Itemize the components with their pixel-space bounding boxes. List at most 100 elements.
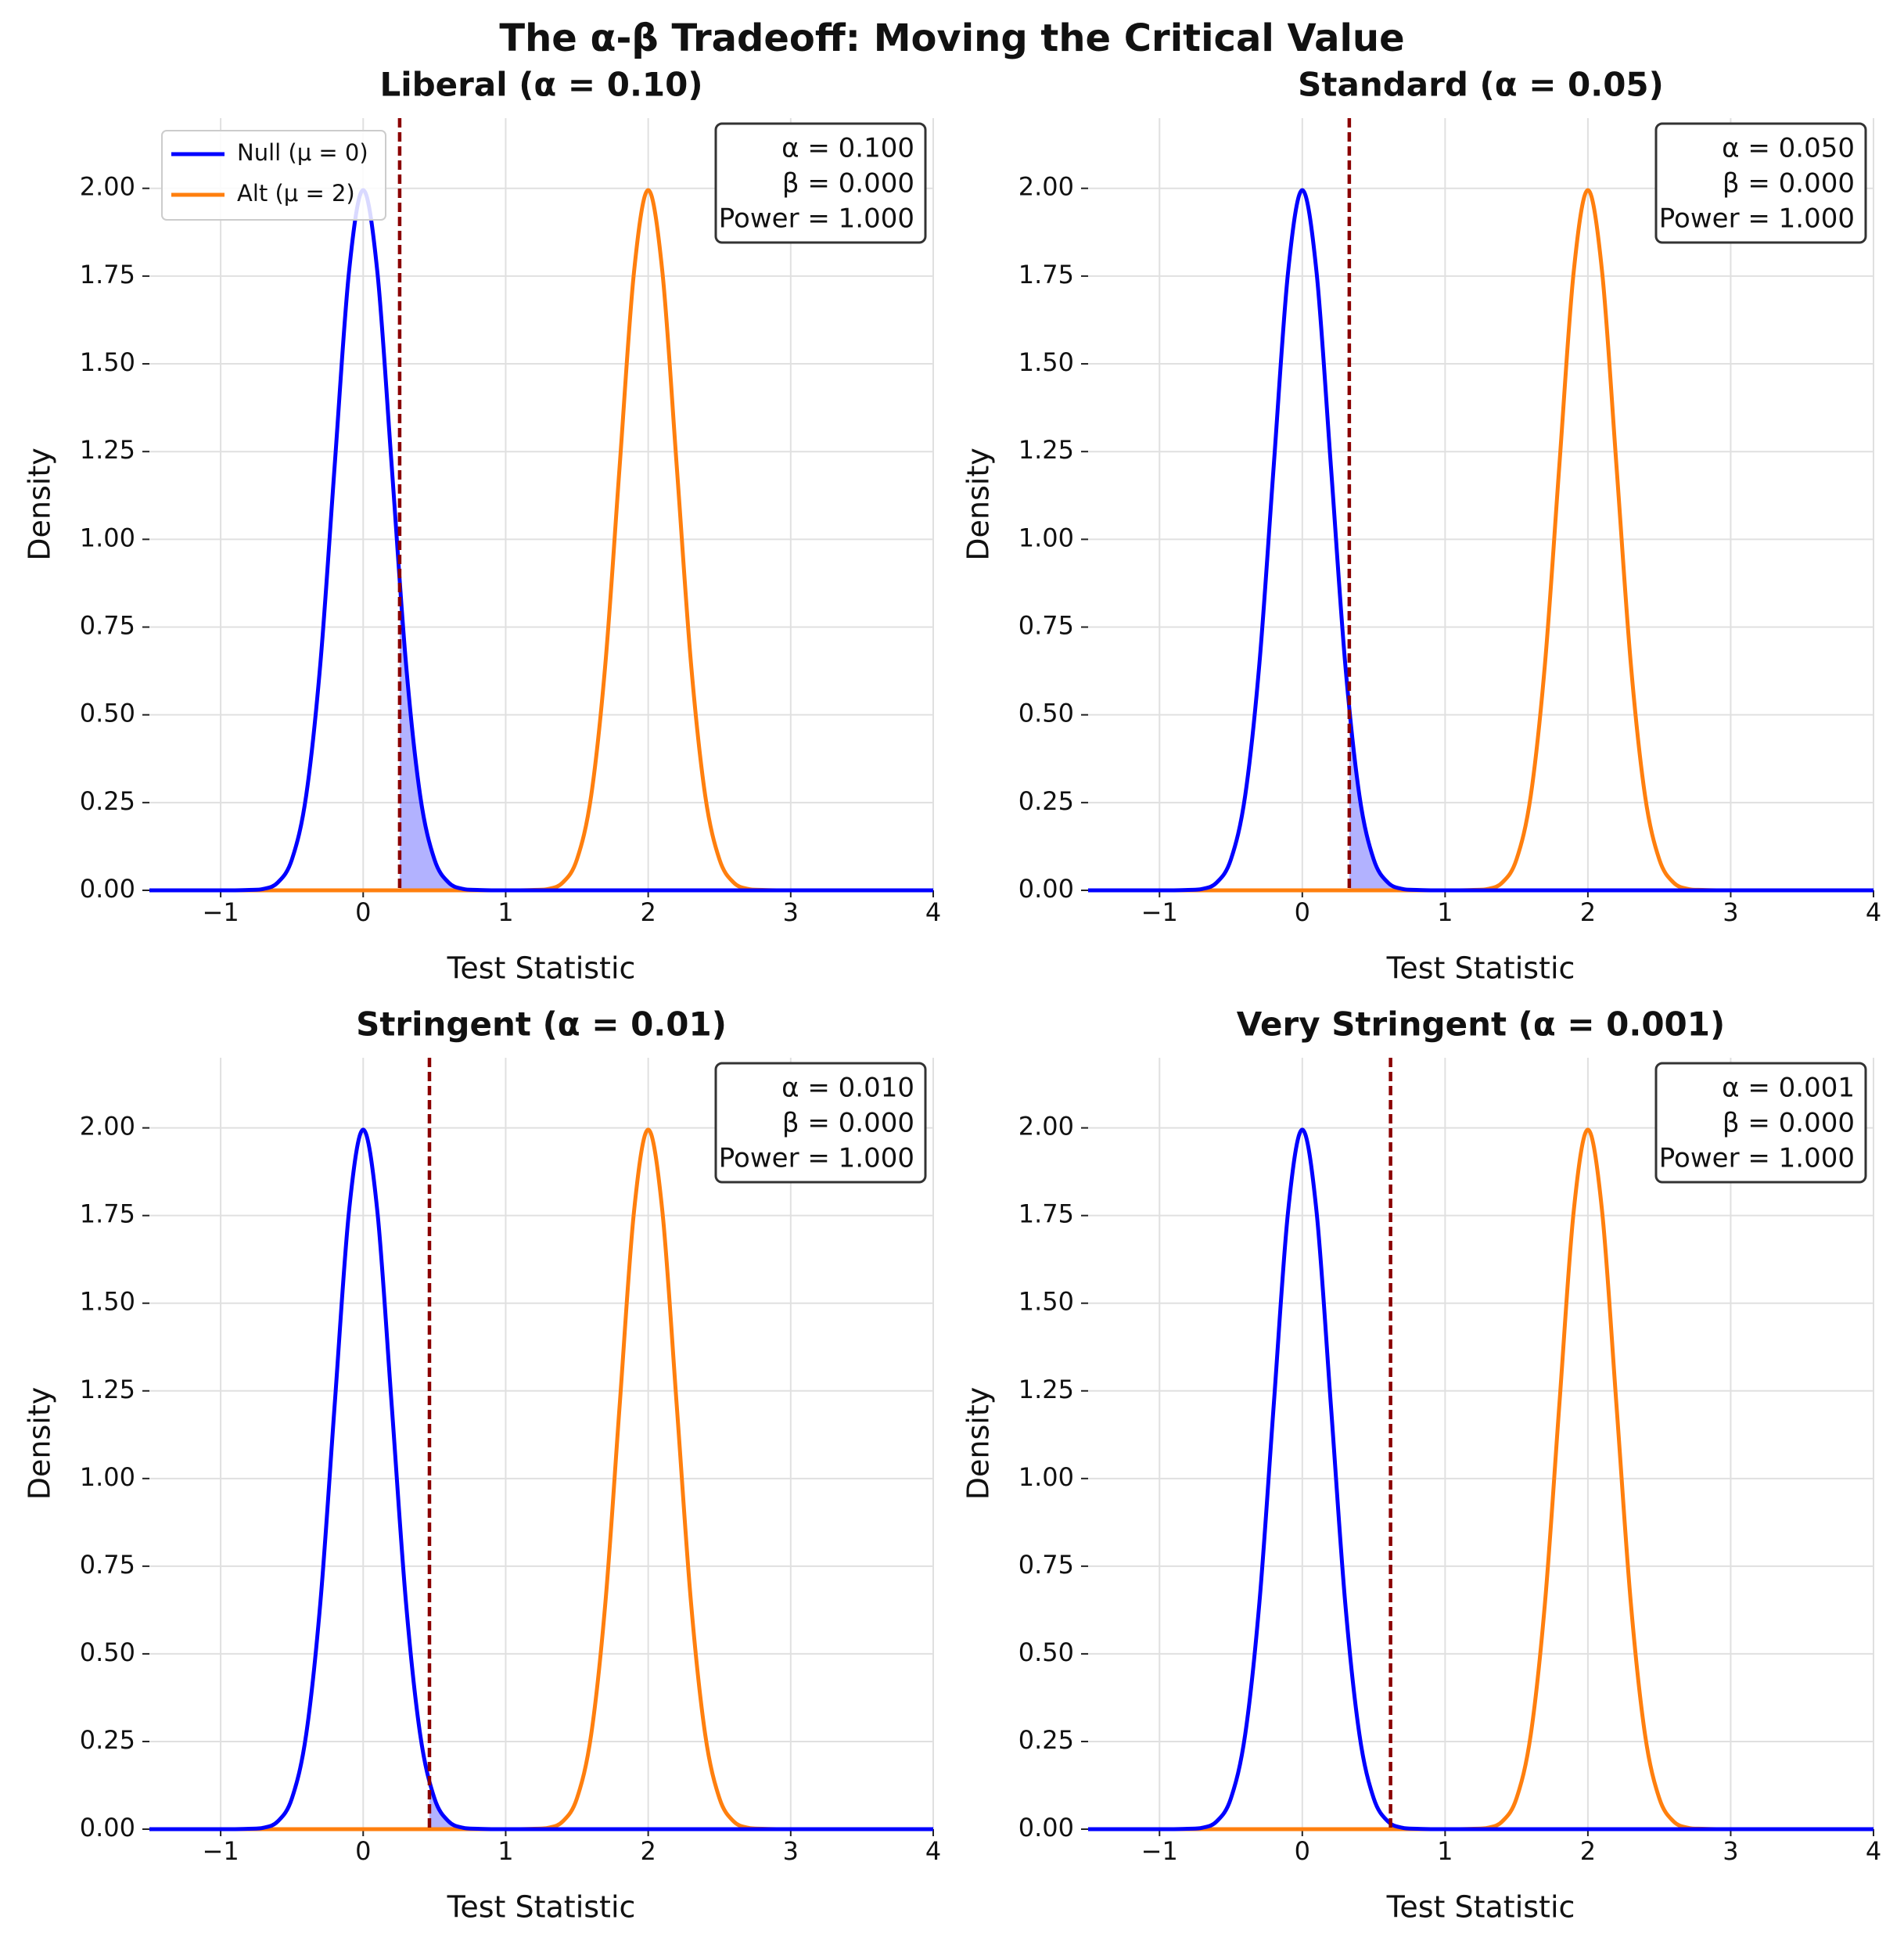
- annotation-text: α = 0.050: [1722, 133, 1855, 164]
- y-tick-label: 0.50: [80, 699, 135, 728]
- y-tick-label: 1.25: [1018, 435, 1074, 465]
- y-tick-label: 1.75: [80, 1199, 135, 1229]
- x-tick-label: 3: [783, 897, 799, 927]
- y-tick-label: 1.50: [1018, 1287, 1074, 1317]
- y-tick-label: 1.50: [1018, 347, 1074, 377]
- annotation-text: Power = 1.000: [719, 1143, 914, 1174]
- x-tick-label: 2: [640, 897, 656, 927]
- y-tick-label: 1.50: [80, 347, 135, 377]
- x-tick-label: −1: [203, 897, 239, 927]
- subplot-title: Very Stringent (α = 0.001): [1237, 1005, 1725, 1044]
- x-tick-label: 3: [1723, 897, 1738, 927]
- y-tick-label: 2.00: [1018, 1112, 1074, 1141]
- subplot: Standard (α = 0.05) −1 0 1 2 3 4 0.00 0.25 0.50 0.…: [961, 66, 1882, 986]
- y-tick-label: 0.00: [1018, 874, 1074, 904]
- x-tick-label: 4: [925, 897, 941, 927]
- y-tick-label: 1.00: [1018, 1462, 1074, 1492]
- density-line: [1088, 188, 1873, 893]
- y-tick-label: 2.00: [80, 1112, 135, 1141]
- legend-label: Alt (μ = 2): [237, 180, 355, 207]
- y-tick-label: 0.75: [80, 1550, 135, 1580]
- y-tick-label: 1.75: [1018, 1199, 1074, 1229]
- x-axis-label: Test Statistic: [1386, 951, 1575, 986]
- density-line: [149, 188, 933, 893]
- x-tick-label: −1: [203, 1836, 239, 1866]
- density-line: [1087, 1127, 1873, 1832]
- y-axis-label: Density: [23, 448, 57, 560]
- density-line: [149, 1127, 933, 1832]
- x-axis-label: Test Statistic: [1386, 1890, 1575, 1925]
- alpha-region: [399, 576, 934, 890]
- y-tick-label: 0.00: [80, 874, 135, 904]
- legend-label: Null (μ = 0): [237, 139, 368, 166]
- x-tick-label: 2: [1580, 897, 1596, 927]
- y-tick-label: 0.25: [1018, 1725, 1074, 1755]
- y-tick-label: 1.00: [1018, 523, 1074, 552]
- annotation-text: α = 0.100: [781, 133, 914, 164]
- x-tick-label: −1: [1141, 897, 1178, 927]
- x-tick-label: 4: [1866, 897, 1881, 927]
- density-line: [149, 1127, 933, 1832]
- alpha-region: [1349, 701, 1873, 890]
- annotation-text: β = 0.000: [782, 168, 914, 200]
- figure-title: The α-β Tradeoff: Moving the Critical Va…: [499, 16, 1404, 60]
- x-tick-label: 2: [1580, 1836, 1596, 1866]
- annotation-text: Power = 1.000: [719, 203, 914, 235]
- y-tick-label: 0.75: [1018, 1550, 1074, 1580]
- x-axis-label: Test Statistic: [447, 951, 636, 986]
- y-tick-label: 1.75: [80, 260, 135, 289]
- y-tick-label: 1.00: [80, 523, 135, 552]
- y-tick-label: 0.75: [80, 611, 135, 641]
- subplot: Very Stringent (α = 0.001) −1 0 1 2 3 4 0.00 0.2…: [961, 1005, 1882, 1925]
- y-tick-label: 0.25: [80, 1725, 135, 1755]
- x-tick-label: 2: [640, 1836, 656, 1866]
- x-tick-label: −1: [1141, 1836, 1178, 1866]
- y-tick-label: 0.50: [1018, 1637, 1074, 1667]
- y-tick-label: 0.50: [80, 1637, 135, 1667]
- annotation-box: [1654, 122, 1867, 244]
- y-tick-label: 0.75: [1018, 611, 1074, 641]
- y-axis-label: Density: [961, 1387, 996, 1500]
- y-tick-label: 1.75: [1018, 260, 1074, 289]
- y-axis-label: Density: [23, 1387, 57, 1500]
- annotation-box: [1654, 1062, 1867, 1184]
- x-tick-label: 1: [1437, 1836, 1453, 1866]
- subplot: Liberal (α = 0.10) −1 0 1 2 3 4 0.00 0.25 0.50 0.7…: [23, 66, 942, 986]
- annotation-text: α = 0.001: [1722, 1073, 1855, 1104]
- y-tick-label: 1.50: [80, 1287, 135, 1317]
- y-tick-label: 0.50: [1018, 699, 1074, 728]
- y-tick-label: 2.00: [80, 172, 135, 202]
- y-tick-label: 0.00: [80, 1813, 135, 1842]
- x-tick-label: 4: [1866, 1836, 1881, 1866]
- subplot: Stringent (α = 0.01) −1 0 1 2 3 4 0.00 0.25 0.50 0…: [23, 1005, 942, 1925]
- x-tick-label: 3: [783, 1836, 799, 1866]
- y-tick-label: 1.25: [80, 435, 135, 465]
- x-tick-label: 1: [498, 897, 513, 927]
- x-tick-label: 0: [1295, 1836, 1310, 1866]
- x-tick-label: 1: [1437, 897, 1453, 927]
- annotation-box: [714, 122, 927, 244]
- subplot-title: Liberal (α = 0.10): [379, 66, 702, 104]
- annotation-text: Power = 1.000: [1659, 1143, 1855, 1174]
- x-axis-label: Test Statistic: [447, 1890, 636, 1925]
- subplot-title: Stringent (α = 0.01): [356, 1005, 727, 1044]
- y-axis-label: Density: [961, 448, 996, 560]
- annotation-box: [714, 1062, 927, 1184]
- x-tick-label: 1: [498, 1836, 513, 1866]
- subplot-title: Standard (α = 0.05): [1298, 66, 1664, 104]
- y-tick-label: 1.25: [80, 1375, 135, 1404]
- y-tick-label: 0.00: [1018, 1813, 1074, 1842]
- y-tick-label: 0.25: [80, 786, 135, 816]
- annotation-text: α = 0.010: [781, 1073, 914, 1104]
- annotation-text: β = 0.000: [782, 1108, 914, 1139]
- x-tick-label: 0: [1295, 897, 1310, 927]
- x-tick-label: 3: [1723, 1836, 1738, 1866]
- y-tick-label: 1.00: [80, 1462, 135, 1492]
- y-tick-label: 1.25: [1018, 1375, 1074, 1404]
- annotation-text: Power = 1.000: [1659, 203, 1855, 235]
- x-tick-label: 0: [355, 897, 371, 927]
- density-line: [1087, 1127, 1873, 1832]
- annotation-text: β = 0.000: [1723, 1108, 1855, 1139]
- x-tick-label: 4: [925, 1836, 941, 1866]
